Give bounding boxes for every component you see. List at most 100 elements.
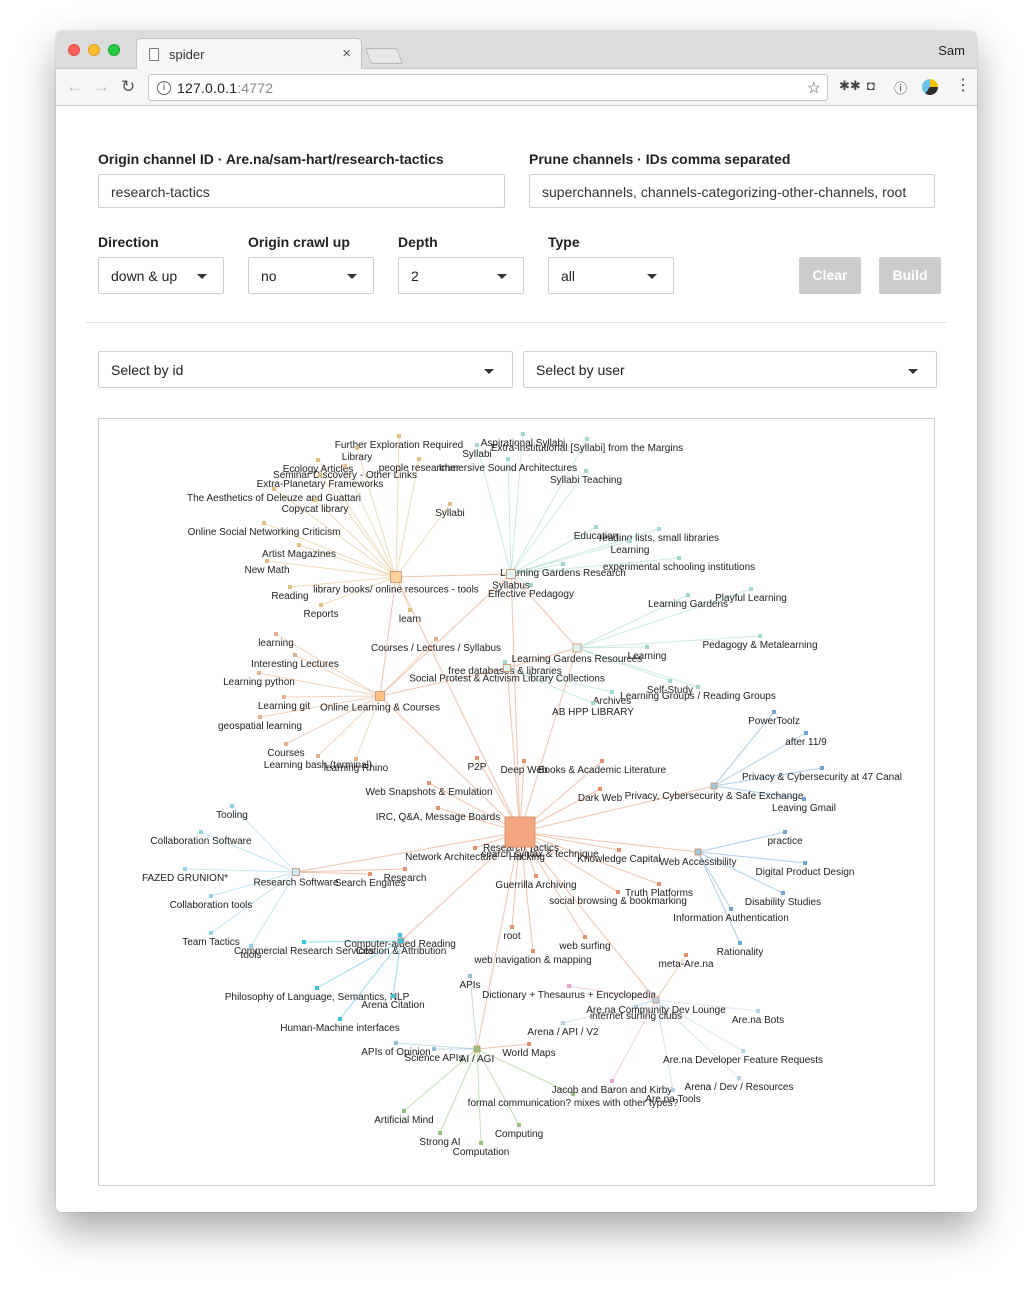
graph-node-marker[interactable] <box>772 710 776 714</box>
graph-node-marker[interactable] <box>584 469 588 473</box>
graph-node-marker[interactable] <box>448 502 452 506</box>
graph-node-marker[interactable] <box>436 806 440 810</box>
graph-node-marker[interactable] <box>738 941 742 945</box>
graph-node-marker[interactable] <box>729 907 733 911</box>
graph-node-marker[interactable] <box>610 690 614 694</box>
address-bar[interactable]: i 127.0.0.1:4772 ☆ <box>148 74 828 101</box>
url-text[interactable]: 127.0.0.1:4772 <box>177 80 273 96</box>
graph-node-marker[interactable] <box>288 585 292 589</box>
graph-hub-node[interactable] <box>390 571 402 583</box>
graph-node-marker[interactable] <box>696 685 700 689</box>
graph-node-marker[interactable] <box>297 543 301 547</box>
graph-node-marker[interactable] <box>802 797 806 801</box>
graph-hub-node[interactable] <box>710 782 718 790</box>
back-arrow-icon[interactable]: ← <box>66 77 83 96</box>
graph-node-marker[interactable] <box>434 637 438 641</box>
direction-select[interactable]: down & up <box>98 257 224 294</box>
graph-node-marker[interactable] <box>302 940 306 944</box>
graph-node-marker[interactable] <box>529 583 533 587</box>
graph-node-marker[interactable] <box>600 759 604 763</box>
menu-dots-icon[interactable]: ⋮ <box>955 77 971 94</box>
bookmark-star-icon[interactable]: ☆ <box>806 80 821 97</box>
graph-node-marker[interactable] <box>677 556 681 560</box>
graph-node-marker[interactable] <box>473 846 477 850</box>
graph-node-marker[interactable] <box>199 830 203 834</box>
graph-node-marker[interactable] <box>645 645 649 649</box>
graph-node-marker[interactable] <box>804 731 808 735</box>
close-tab-icon[interactable]: × <box>342 45 351 62</box>
graph-hub-node[interactable] <box>397 937 405 945</box>
graph-node-marker[interactable] <box>684 953 688 957</box>
graph-node-marker[interactable] <box>585 437 589 441</box>
graph-node-marker[interactable] <box>522 759 526 763</box>
graph-node-marker[interactable] <box>617 848 621 852</box>
graph-node-marker[interactable] <box>397 434 401 438</box>
graph-node-marker[interactable] <box>293 653 297 657</box>
graph-node-marker[interactable] <box>781 891 785 895</box>
browser-tab[interactable]: spider × <box>136 38 362 69</box>
graph-node-marker[interactable] <box>417 457 421 461</box>
graph-node-marker[interactable] <box>741 1049 745 1053</box>
graph-hub-node[interactable] <box>292 868 300 876</box>
graph-node-marker[interactable] <box>475 443 479 447</box>
graph-hub-node[interactable] <box>652 996 660 1004</box>
graph-node-marker[interactable] <box>274 632 278 636</box>
graph-node-marker[interactable] <box>262 521 266 525</box>
graph-node-marker[interactable] <box>756 1009 760 1013</box>
graph-node-marker[interactable] <box>567 984 571 988</box>
maximize-window-button[interactable] <box>108 44 120 56</box>
graph-node-marker[interactable] <box>427 781 431 785</box>
graph-node-marker[interactable] <box>510 925 514 929</box>
clear-button[interactable]: Clear <box>799 257 861 294</box>
graph-node-marker[interactable] <box>315 986 319 990</box>
graph-node-marker[interactable] <box>594 525 598 529</box>
graph-hub-node[interactable] <box>506 569 516 579</box>
graph-node-marker[interactable] <box>316 754 320 758</box>
select-by-user-dropdown[interactable]: Select by user <box>523 351 937 388</box>
graph-node-marker[interactable] <box>657 527 661 531</box>
graph-node-marker[interactable] <box>616 890 620 894</box>
select-by-id-dropdown[interactable]: Select by id <box>98 351 513 388</box>
graph-node-marker[interactable] <box>758 634 762 638</box>
graph-node-marker[interactable] <box>391 994 395 998</box>
graph-canvas[interactable]: Further Exploration RequiredLibraryEcolo… <box>99 419 934 1185</box>
graph-node-marker[interactable] <box>506 457 510 461</box>
graph-hub-node[interactable] <box>473 1045 481 1053</box>
info-icon[interactable]: i <box>157 81 171 95</box>
graph-node-marker[interactable] <box>591 701 595 705</box>
graph-node-marker[interactable] <box>354 757 358 761</box>
graph-node-marker[interactable] <box>671 1088 675 1092</box>
graph-node-marker[interactable] <box>403 867 407 871</box>
graph-node-marker[interactable] <box>338 1017 342 1021</box>
graph-node-marker[interactable] <box>438 1131 442 1135</box>
graph-node-marker[interactable] <box>583 935 587 939</box>
graph-hub-node[interactable] <box>694 848 702 856</box>
origin-crawl-select[interactable]: no <box>248 257 374 294</box>
forward-arrow-icon[interactable]: → <box>93 77 110 96</box>
graph-node-marker[interactable] <box>531 949 535 953</box>
graph-node-marker[interactable] <box>737 1076 741 1080</box>
graph-node-marker[interactable] <box>355 446 359 450</box>
graph-node-marker[interactable] <box>249 944 253 948</box>
extension-info-icon[interactable]: ⓘ <box>894 81 908 96</box>
graph-node-marker[interactable] <box>468 974 472 978</box>
network-graph[interactable]: Further Exploration Required Library Ecolo… <box>98 418 935 1186</box>
graph-node-marker[interactable] <box>783 830 787 834</box>
graph-node-marker[interactable] <box>319 603 323 607</box>
graph-node-marker[interactable] <box>257 671 261 675</box>
graph-node-marker[interactable] <box>628 539 632 543</box>
graph-node-marker[interactable] <box>634 1005 638 1009</box>
graph-node-marker[interactable] <box>475 756 479 760</box>
graph-node-marker[interactable] <box>503 660 507 664</box>
graph-hub-node[interactable] <box>503 664 511 672</box>
graph-node-marker[interactable] <box>571 1092 575 1096</box>
graph-node-marker[interactable] <box>316 458 320 462</box>
graph-node-marker[interactable] <box>343 464 347 468</box>
minimize-window-button[interactable] <box>88 44 100 56</box>
origin-channel-input[interactable]: research-tactics <box>98 174 505 208</box>
depth-select[interactable]: 2 <box>398 257 524 294</box>
graph-node-marker[interactable] <box>517 1123 521 1127</box>
build-button[interactable]: Build <box>879 257 941 294</box>
graph-node-marker[interactable] <box>272 487 276 491</box>
graph-node-marker[interactable] <box>598 787 602 791</box>
